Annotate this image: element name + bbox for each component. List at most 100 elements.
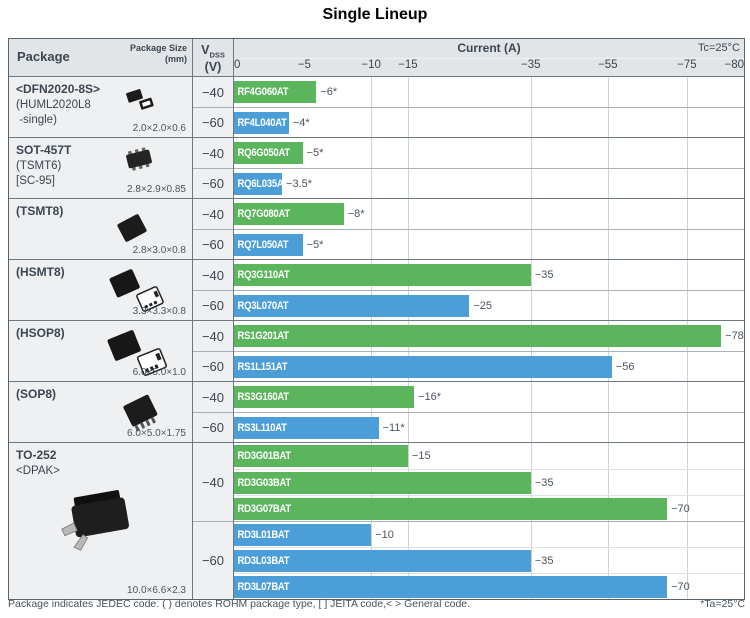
package-name: <DFN2020-8S> (HUML2020L8 -single) xyxy=(16,82,100,127)
vdss-column: −40 −60 xyxy=(193,443,234,599)
chart-header-cell: Current (A) Tc=25°C 0 −5 −10 −15 −35 −55 −75 −8… xyxy=(234,39,744,76)
part-bar: RS1L151AT xyxy=(234,355,612,378)
package-name-line: -single) xyxy=(16,113,57,126)
vdss-value: −40 xyxy=(201,389,225,405)
part-number-label: RQ7L050AT xyxy=(237,238,289,251)
current-value-label: −4* xyxy=(292,116,310,129)
vdss-value: −60 xyxy=(193,290,233,320)
part-bar: RS1G201AT xyxy=(234,325,722,347)
part-number-label: RS3G160AT xyxy=(237,391,290,403)
vdss-unit: (V) xyxy=(204,60,222,75)
current-value-label: −25 xyxy=(473,299,493,312)
footnote-bar: Package indicates JEDEC code. ( ) denote… xyxy=(8,598,745,610)
package-row-sop8: (SOP8) 6.0×5.0×1.75 −40 −60 RS3G160AT −16* RS3… xyxy=(9,382,744,443)
package-size-value: 10.0×6.6×2.3 xyxy=(127,585,186,596)
package-name-line: <DFN2020-8S> xyxy=(16,82,101,96)
current-axis-title: Current (A) xyxy=(457,41,521,55)
part-bar: RQ3G110AT xyxy=(234,264,531,286)
vdss-value: −40 xyxy=(201,474,225,490)
axis-tick-label: −5 xyxy=(297,59,311,71)
package-name-line: <DPAK> xyxy=(16,464,60,477)
package-row-to-252: TO-252 <DPAK> 10.0×6.6×2.3 −40 −60 RD3G01BAT −… xyxy=(9,443,744,599)
axis-tick-label: −55 xyxy=(598,59,618,71)
package-cell: (TSMT8) 2.8×3.0×0.8 xyxy=(9,199,193,259)
bar-row: RF4L040AT −4* xyxy=(234,107,744,137)
package-name-line: (TSMT6) xyxy=(16,159,62,172)
hsmt8-package-image xyxy=(106,268,170,314)
package-name: (SOP8) xyxy=(16,387,56,403)
vdss-value: −40 xyxy=(201,206,225,222)
package-name-line: (HUML2020L8 xyxy=(16,98,91,111)
current-value-label: −70 xyxy=(671,502,690,515)
sot-457t-package-image xyxy=(118,144,160,174)
package-name-line: (HSOP8) xyxy=(16,326,65,340)
to-252-package-image xyxy=(53,489,141,555)
sop8-package-image xyxy=(114,389,168,435)
hsop8-package-image xyxy=(104,328,172,378)
axis-tick-label: −35 xyxy=(521,59,541,71)
vdss-value: −60 xyxy=(193,107,233,137)
package-header-label: Package xyxy=(17,49,70,64)
vdss-column: −40 −60 xyxy=(193,138,234,198)
current-value-label: −5* xyxy=(306,238,324,251)
part-bar: RF4L040AT xyxy=(234,111,289,134)
current-value-label: −8* xyxy=(347,208,365,220)
package-cell: SOT-457T (TSMT6) [SC-95] 2.8×2.9×0.85 xyxy=(9,138,193,198)
bar-row: RF4G060AT −6* xyxy=(234,77,744,107)
part-number-label: RF4L040AT xyxy=(237,116,287,129)
current-value-label: −35 xyxy=(534,476,554,489)
current-value-label: −3.5* xyxy=(286,177,313,190)
part-bar: RF4G060AT xyxy=(234,81,317,103)
current-chart-cell: RS1G201AT −78 RS1L151AT −56 xyxy=(234,321,744,381)
current-value-label: −35 xyxy=(534,269,554,281)
tsmt8-package-image xyxy=(110,210,154,246)
page-title: Single Lineup xyxy=(322,6,428,23)
current-value-label: −78 xyxy=(725,330,744,342)
bar-row: RD3L01BAT −10 xyxy=(234,521,744,547)
part-number-label: RS1G201AT xyxy=(237,330,290,342)
bar-row: RQ3G110AT −35 xyxy=(234,260,744,290)
package-size-value: 3.3×3.3×0.8 xyxy=(132,306,186,317)
part-number-label: RF4G060AT xyxy=(237,86,289,98)
bar-row: RQ6G050AT −5* xyxy=(234,138,744,168)
vdss-column: −40 −60 xyxy=(193,199,234,259)
package-size-value: 6.0×5.0×1.0 xyxy=(132,367,186,378)
package-size-value: 6.0×5.0×1.75 xyxy=(127,428,186,439)
current-value-label: −15 xyxy=(411,450,431,462)
package-name: SOT-457T (TSMT6) [SC-95] xyxy=(16,143,71,188)
current-value-label: −11* xyxy=(382,421,405,434)
part-bar: RQ6G050AT xyxy=(234,142,303,164)
part-number-label: RQ7G080AT xyxy=(237,208,291,220)
bar-row: RS1G201AT −78 xyxy=(234,321,744,351)
vdss-value: −60 xyxy=(193,521,233,599)
package-header-cell: Package Package Size (mm) xyxy=(9,39,193,76)
chart-title-band: Current (A) Tc=25°C xyxy=(234,39,744,59)
current-value-label: −70 xyxy=(671,580,690,593)
vdss-column: −40 −60 xyxy=(193,260,234,320)
package-name: (HSOP8) xyxy=(16,326,65,342)
vdss-value: −60 xyxy=(193,351,233,381)
package-name-line: TO-252 xyxy=(16,448,57,462)
part-bar: RQ3L070AT xyxy=(234,294,470,317)
dfn2020-8s-package-image xyxy=(120,86,160,114)
current-chart-cell: RS3G160AT −16* RS3L110AT −11* xyxy=(234,382,744,442)
vdss-column: −40 −60 xyxy=(193,382,234,442)
table-body: <DFN2020-8S> (HUML2020L8 -single) 2.0×2.0×… xyxy=(9,77,744,599)
table-header: Package Package Size (mm) VDSS (V) Curre… xyxy=(9,39,744,77)
part-bar: RQ7G080AT xyxy=(234,203,344,225)
footnote-text: Package indicates JEDEC code. ( ) denote… xyxy=(8,598,471,610)
package-name-line: SOT-457T xyxy=(16,143,72,157)
part-bar: RS3G160AT xyxy=(234,386,415,408)
vdss-value: −60 xyxy=(193,229,233,259)
vdss-value: −40 xyxy=(201,145,225,161)
part-number-label: RD3G07BAT xyxy=(237,502,292,515)
vdss-value: −60 xyxy=(193,168,233,198)
part-number-label: RS1L151AT xyxy=(237,360,288,373)
bar-row: RS1L151AT −56 xyxy=(234,351,744,381)
part-number-label: RQ3G110AT xyxy=(237,269,290,281)
current-chart-cell: RQ3G110AT −35 RQ3L070AT −25 xyxy=(234,260,744,320)
package-cell: TO-252 <DPAK> 10.0×6.6×2.3 xyxy=(9,443,193,599)
part-number-label: RD3L03BAT xyxy=(237,554,290,567)
current-value-label: −10 xyxy=(375,528,394,541)
part-number-label: RD3G03BAT xyxy=(237,476,292,489)
